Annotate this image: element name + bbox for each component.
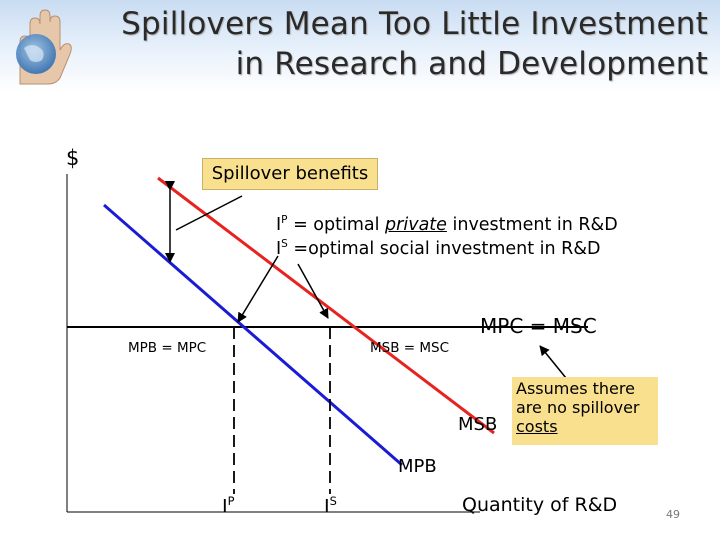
title-line-1: Spillovers Mean Too Little Investment xyxy=(121,6,708,42)
spillover-callout: Spillover benefits xyxy=(202,158,378,190)
y-axis-label: $ xyxy=(66,146,80,170)
header-band xyxy=(0,0,720,92)
hand-globe-logo xyxy=(16,9,72,85)
mpb-curve xyxy=(103,203,403,467)
is-pointer-arrow xyxy=(297,263,329,319)
ip-def-suffix: investment in R&D xyxy=(446,214,618,235)
ip-definition: IP = optimal private investment in R&D xyxy=(276,214,618,235)
ip-tick-symbol: I xyxy=(222,495,228,518)
note-line-2: are no spillover xyxy=(516,398,640,417)
title-line-2: in Research and Development xyxy=(235,46,708,82)
is-tick-symbol: I xyxy=(324,495,330,518)
msb-curve xyxy=(157,176,495,435)
is-tick-sup: S xyxy=(329,494,337,508)
mpb-mpc-label: MPB = MPC xyxy=(128,340,207,356)
ip-def-symbol: I xyxy=(276,214,282,235)
slide-title: Spillovers Mean Too Little Investment in… xyxy=(68,4,708,84)
msb-msc-label: MSB = MSC xyxy=(370,340,450,356)
mpc-msc-label: MPC = MSC xyxy=(480,314,597,338)
is-def-sup: S xyxy=(281,238,288,250)
ip-def-emphasis: private xyxy=(385,214,447,235)
ip-axis-tick: IP xyxy=(222,494,234,517)
ip-def-sup: P xyxy=(281,214,288,226)
x-axis-label: Quantity of R&D xyxy=(462,494,618,516)
is-def-symbol: I xyxy=(276,238,282,259)
is-axis-tick: IS xyxy=(324,494,337,517)
ip-pointer-arrow xyxy=(237,255,279,323)
mpb-label: MPB xyxy=(398,456,437,477)
spillover-cost-note: Assumes there are no spillover costs xyxy=(512,377,658,445)
is-definition: IS =optimal social investment in R&D xyxy=(276,238,600,259)
note-pointer-arrow xyxy=(539,345,567,379)
msb-label: MSB xyxy=(458,414,498,435)
callout-pointer xyxy=(175,195,243,231)
note-line-1: Assumes there xyxy=(516,379,635,398)
is-def-text: =optimal social investment in R&D xyxy=(287,238,601,259)
ip-tick-sup: P xyxy=(227,494,235,508)
note-line-3: costs xyxy=(516,417,558,436)
ip-def-prefix: = optimal xyxy=(287,214,386,235)
page-number: 49 xyxy=(666,508,680,521)
